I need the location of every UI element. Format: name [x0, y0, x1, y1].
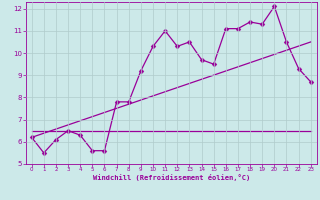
X-axis label: Windchill (Refroidissement éolien,°C): Windchill (Refroidissement éolien,°C) — [92, 174, 250, 181]
